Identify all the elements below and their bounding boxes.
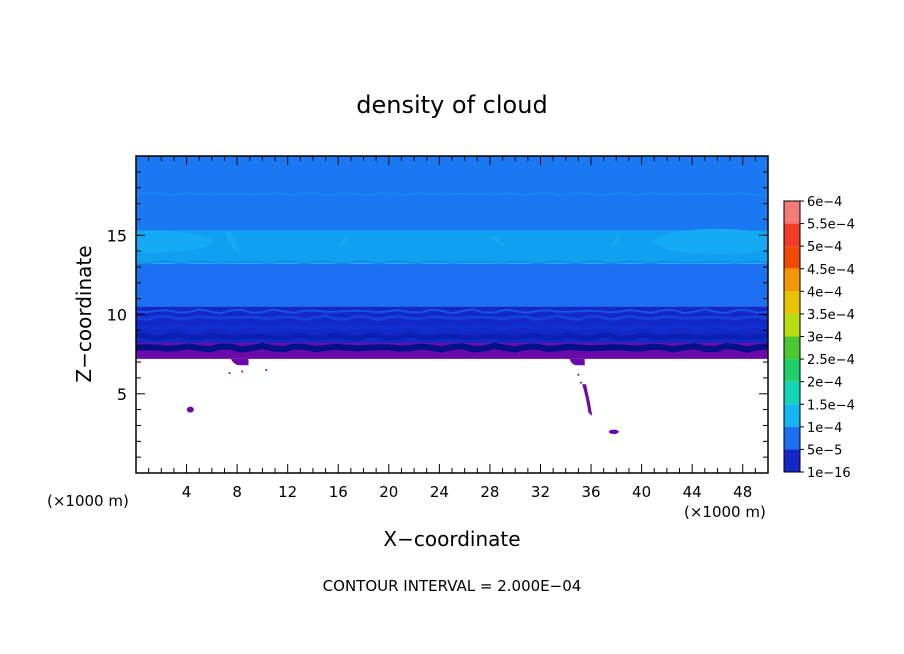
colorbar-swatch [784,359,800,382]
colorbar-swatch [784,449,800,472]
colorbar-label: 5.5e−4 [807,218,855,233]
cloud-pocket-1 [654,228,768,255]
cloud-details [136,191,768,434]
colorbar-swatch [784,246,800,269]
colorbar-swatch [784,381,800,405]
contour-line-upper [136,259,768,265]
colorbar-swatch [784,336,800,360]
colorbar-label: 5e−4 [807,240,842,255]
x-tick-label: 48 [733,483,752,501]
x-tick-label: 24 [430,483,449,501]
colorbar-label: 3e−4 [807,331,842,346]
colorbar-label: 2.5e−4 [807,353,855,368]
y-tick-label: 10 [107,306,127,325]
x-axis: 4 8 12 16 20 24 28 32 36 40 44 48 [148,156,756,501]
colorbar-label: 6e−4 [807,195,842,210]
colorbar-label: 5e−5 [807,443,842,458]
contour-field [136,156,768,473]
y-axis-label: Z−coordinate [72,245,96,382]
colorbar-swatch [784,313,800,337]
chart-title: density of cloud [356,91,547,119]
y-tick-label: 15 [107,226,127,245]
y-axis: 5 10 15 [107,171,768,458]
colorbar-label: 1e−16 [807,466,851,481]
cloud-drip-left [230,358,249,366]
x-tick-label: 4 [182,483,192,501]
x-tick-label: 16 [329,483,348,501]
contour-line-0 [136,342,768,353]
contour-line-top [136,191,768,197]
cloud-drip-right [569,358,585,366]
colorbar-swatch [784,268,800,292]
colorbar-label: 3.5e−4 [807,308,855,323]
cloud-speck-0 [228,372,231,375]
x-tick-label: 12 [278,483,297,501]
cloud-speck-2 [265,368,268,371]
x-tick-label: 32 [531,483,550,501]
precip-shaft [582,384,593,416]
colorbar-swatch [784,404,800,427]
contour-interval-note: CONTOUR INTERVAL = 2.000E−04 [323,577,582,595]
x-tick-label: 8 [232,483,242,501]
cloud-streak-2 [339,236,348,247]
cloud-speck-1 [241,370,244,373]
contour-layer-3 [136,263,768,307]
contour-layer-0 [136,358,768,473]
x-tick-label: 44 [683,483,702,501]
colorbar-swatch [784,223,800,247]
cloud-fragment-0 [186,406,194,413]
cloud-speck-3 [577,373,580,376]
cloud-streak-3 [611,235,621,247]
colorbar-label: 2e−4 [807,376,842,391]
y-tick-label: 5 [117,385,127,404]
x-tick-label: 20 [379,483,398,501]
cloud-pocket-0 [136,230,212,253]
colorbar-legend: 6e−4 5.5e−4 5e−4 4.5e−4 4e−4 3.5e−4 3e−4 2.5e−4… [783,195,855,481]
x-axis-label: X−coordinate [383,527,520,551]
colorbar-swatch [784,426,800,450]
colorbar-label: 4.5e−4 [807,263,855,278]
x-unit-right: (×1000 m) [684,503,766,521]
contour-line-3 [136,314,768,322]
colorbar-label: 1.5e−4 [807,398,855,413]
colorbar-label: 1e−4 [807,421,842,436]
colorbar-label: 4e−4 [807,285,842,300]
cloud-streak-0 [225,231,240,253]
contour-line-2 [136,323,768,332]
colorbar-swatch [784,291,800,314]
cloud-speck-4 [579,381,582,384]
contour-line-4 [136,308,768,315]
x-tick-label: 40 [632,483,651,501]
contour-line-1 [136,332,768,342]
colorbar-swatch [784,201,800,224]
x-tick-label: 36 [581,483,600,501]
x-tick-label: 28 [480,483,499,501]
x-unit-left: (×1000 m) [47,492,129,510]
cloud-fragment-2 [608,429,619,434]
cloud-streak-1 [490,235,505,247]
